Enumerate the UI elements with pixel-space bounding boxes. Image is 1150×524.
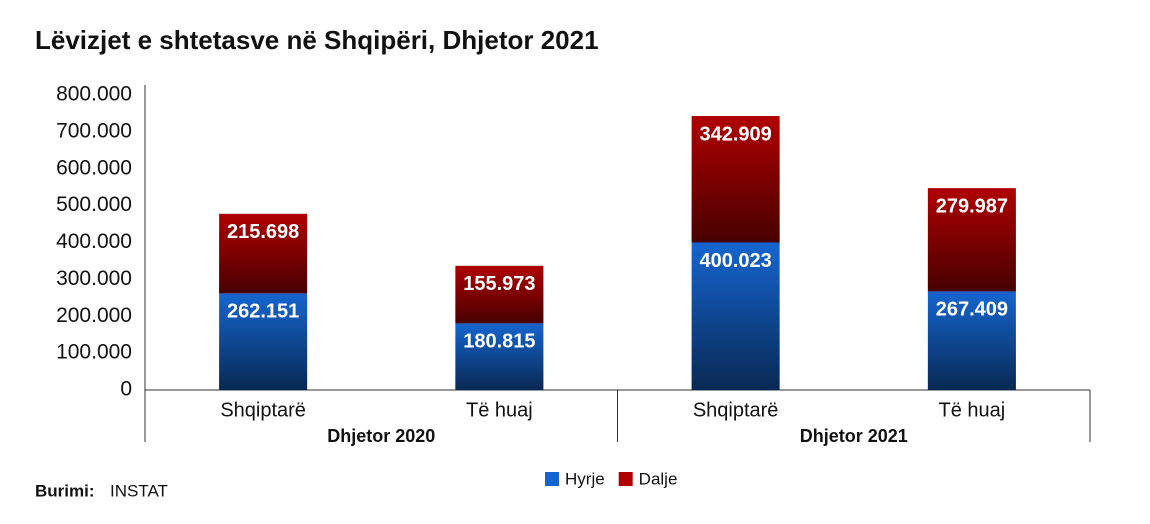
bar-shade (219, 293, 308, 390)
legend-swatch (618, 472, 633, 486)
value-label: 215.698 (227, 221, 299, 243)
y-tick-label: 400.000 (56, 230, 132, 253)
x-tick-label: Shqiptarë (220, 399, 306, 421)
y-tick-label: 300.000 (56, 267, 132, 290)
legend-swatch (545, 472, 559, 486)
bar-shade (691, 116, 780, 243)
chart-title: Lëvizjet e shtetasve në Shqipëri, Dhjeto… (35, 25, 599, 55)
bar-shade (219, 213, 308, 294)
x-tick-label: Shqiptarë (693, 399, 779, 421)
y-tick-label: 100.000 (56, 341, 132, 364)
value-label: 342.909 (699, 123, 771, 145)
bar-shade (455, 323, 544, 390)
value-label: 279.987 (936, 195, 1008, 217)
bar-shade (927, 291, 1016, 390)
bar-shade (691, 242, 780, 390)
bar-shade (455, 265, 544, 324)
value-label: 180.815 (463, 331, 535, 353)
value-label: 155.973 (463, 273, 535, 295)
group-label: Dhjetor 2021 (800, 426, 908, 446)
bar-shade (927, 188, 1016, 292)
source-text: INSTAT (110, 481, 168, 500)
x-tick-label: Të huaj (466, 399, 533, 421)
legend-label: Dalje (639, 469, 678, 488)
y-tick-label: 600.000 (56, 156, 132, 179)
legend-label: Hyrje (565, 469, 605, 488)
y-tick-label: 500.000 (56, 193, 132, 216)
value-label: 267.409 (936, 299, 1008, 321)
value-label: 262.151 (227, 301, 299, 323)
y-tick-label: 700.000 (56, 119, 132, 142)
x-tick-label: Të huaj (939, 399, 1006, 421)
y-tick-label: 800.000 (56, 83, 132, 106)
source-label: Burimi: (35, 481, 95, 500)
y-tick-label: 0 (120, 378, 132, 401)
y-tick-label: 200.000 (56, 304, 132, 327)
group-label: Dhjetor 2020 (327, 426, 435, 446)
value-label: 400.023 (699, 250, 771, 272)
